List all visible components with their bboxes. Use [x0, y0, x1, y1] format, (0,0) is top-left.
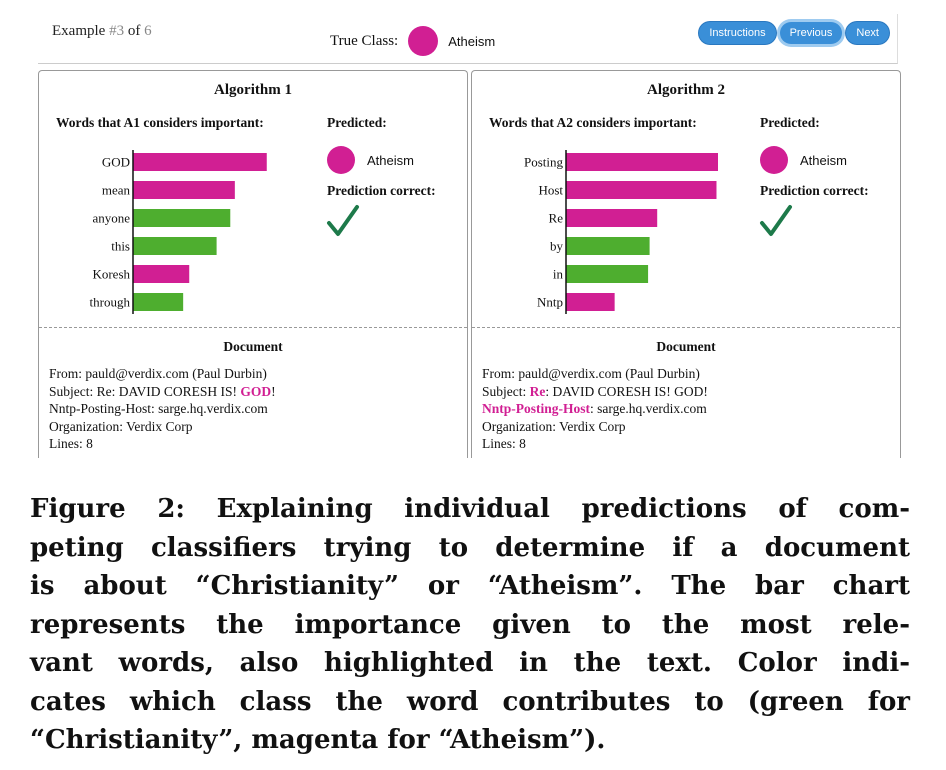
document-title: Document: [656, 339, 716, 354]
true-class: True Class: Atheism: [330, 26, 495, 56]
word-label: Posting: [524, 155, 564, 170]
predicted-class: Atheism: [327, 146, 414, 174]
word-label: through: [90, 295, 131, 310]
word-label: in: [553, 267, 564, 282]
doc-lines: Lines: 8: [49, 436, 93, 451]
doc-subject-suffix: !: [271, 383, 276, 399]
importance-bar: [566, 265, 649, 283]
importance-bar: [133, 293, 184, 311]
word-label: mean: [102, 183, 131, 198]
example-prefix: Example: [52, 23, 110, 39]
doc-subject-prefix: Subject:: [482, 383, 530, 399]
next-button[interactable]: Next: [846, 22, 889, 44]
prediction-correct-title: Prediction correct:: [327, 183, 436, 198]
nav-buttons: Instructions Previous Next: [699, 22, 889, 44]
true-class-label: True Class:: [330, 32, 399, 49]
check-icon: [760, 205, 792, 236]
word-label: anyone: [92, 211, 130, 226]
doc-subject-text: : DAVID CORESH IS! GOD!: [545, 383, 708, 399]
predicted-class-circle-icon: [327, 146, 355, 174]
predicted-class-name: Atheism: [800, 152, 847, 168]
word-label: by: [550, 239, 564, 254]
check-icon: [327, 205, 359, 236]
caption-line: vant words, also highlighted in the text…: [30, 648, 910, 678]
doc-subject: Subject: Re: DAVID CORESH IS! GOD!: [482, 383, 708, 401]
predicted-title: Predicted:: [760, 115, 820, 130]
importance-bar: [566, 237, 650, 255]
section-divider: [472, 327, 900, 328]
importance-bar: [133, 209, 231, 227]
highlighted-word: Re: [529, 383, 546, 399]
word-label: Host: [538, 183, 563, 198]
true-class-name: Atheism: [448, 33, 496, 49]
importance-bar: [133, 181, 235, 199]
word-label: this: [111, 239, 130, 254]
words-title: Words that A1 considers important:: [56, 115, 264, 130]
document-title: Document: [223, 339, 283, 354]
predicted-title: Predicted:: [327, 115, 387, 130]
algorithm-2-panel: Algorithm 2 Words that A2 considers impo…: [471, 70, 901, 458]
algorithm-title: Algorithm 2: [647, 82, 725, 98]
highlighted-word: Nntp-Posting-Host: [482, 401, 591, 416]
example-counter: Example #3 of 6: [52, 23, 152, 40]
previous-button[interactable]: Previous: [779, 22, 843, 44]
section-divider: [39, 327, 467, 328]
doc-subject-text: Subject: Re: DAVID CORESH IS!: [49, 383, 241, 399]
caption-line: cates which class the word contributes t…: [30, 686, 910, 717]
importance-bar: [133, 153, 267, 171]
document-text: From: pauld@verdix.com (Paul Durbin) Sub…: [49, 365, 276, 453]
highlighted-word: GOD: [240, 383, 272, 399]
caption-line: “Christianity”, magenta for “Atheism”).: [30, 725, 606, 755]
words-title: Words that A2 considers important:: [489, 115, 697, 130]
instructions-button[interactable]: Instructions: [699, 22, 776, 44]
doc-nntp: Nntp-Posting-Host: sarge.hq.verdix.com: [482, 400, 708, 418]
caption-line: peting classifiers trying to determine i…: [30, 532, 910, 563]
prediction-correct-title: Prediction correct:: [760, 183, 869, 198]
doc-organization: Organization: Verdix Corp: [482, 418, 626, 434]
importance-bar: [566, 209, 658, 227]
importance-bar: [566, 293, 615, 311]
importance-bar-chart: GOD mean anyone this Koresh through: [90, 150, 267, 314]
doc-organization: Organization: Verdix Corp: [49, 418, 193, 434]
doc-from: From: pauld@verdix.com (Paul Durbin): [49, 366, 267, 381]
predicted-class-name: Atheism: [367, 152, 414, 168]
doc-nntp-text: : sarge.hq.verdix.com: [590, 401, 707, 416]
caption-line: is about “Christianity” or “Atheism”. Th…: [30, 571, 910, 601]
word-label: GOD: [102, 155, 130, 170]
figure-caption: Figure 2: Explaining individual predicti…: [30, 490, 910, 760]
word-label: Re: [549, 211, 564, 226]
algorithm-1-panel: Algorithm 1 Words that A1 considers impo…: [38, 70, 468, 458]
top-bar: Example #3 of 6 True Class: Atheism Inst…: [38, 14, 898, 64]
word-label: Nntp: [537, 295, 563, 310]
doc-nntp: Nntp-Posting-Host: sarge.hq.verdix.com: [49, 401, 268, 416]
algorithm-title: Algorithm 1: [214, 82, 292, 98]
predicted-class-circle-icon: [760, 146, 788, 174]
predicted-class: Atheism: [760, 146, 847, 174]
doc-from: From: pauld@verdix.com (Paul Durbin): [482, 366, 700, 381]
importance-bar: [566, 181, 717, 199]
importance-bar-chart: Posting Host Re by in Nntp: [524, 150, 718, 314]
example-of: of: [124, 23, 145, 39]
caption-line: represents the importance given to the m…: [30, 609, 910, 640]
word-label: Koresh: [92, 267, 130, 282]
caption-line: Figure 2: Explaining individual predicti…: [30, 494, 910, 524]
document-text: From: pauld@verdix.com (Paul Durbin) Sub…: [482, 365, 708, 453]
doc-subject: Subject: Re: DAVID CORESH IS! GOD!: [49, 383, 276, 401]
importance-bar: [133, 237, 217, 255]
importance-bar: [133, 265, 190, 283]
example-current: #3: [109, 23, 125, 39]
example-total: 6: [144, 23, 152, 39]
true-class-circle-icon: [408, 26, 439, 56]
importance-bar: [566, 153, 718, 171]
doc-lines: Lines: 8: [482, 436, 526, 451]
